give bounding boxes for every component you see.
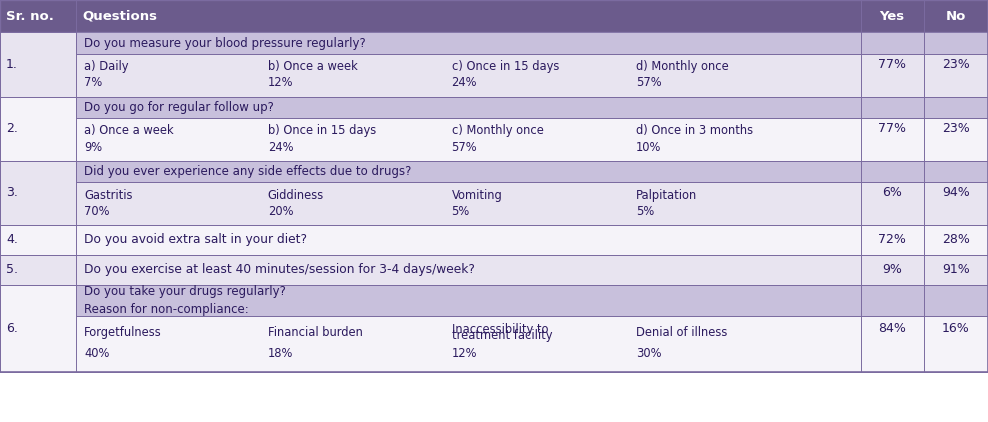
Text: 94%: 94% bbox=[942, 187, 970, 199]
Text: Giddiness: Giddiness bbox=[268, 189, 324, 202]
Bar bbox=[0, 0, 988, 32]
Bar bbox=[0, 255, 988, 285]
Bar bbox=[0, 0, 988, 372]
Text: Palpitation: Palpitation bbox=[636, 189, 698, 202]
Text: Questions: Questions bbox=[82, 10, 157, 23]
Text: Do you exercise at least 40 minutes/session for 3-4 days/week?: Do you exercise at least 40 minutes/sess… bbox=[84, 263, 475, 276]
Text: a) Daily: a) Daily bbox=[84, 60, 128, 73]
Text: Do you go for regular follow up?: Do you go for regular follow up? bbox=[84, 101, 274, 114]
Text: 30%: 30% bbox=[636, 347, 662, 360]
Text: d) Monthly once: d) Monthly once bbox=[636, 60, 729, 73]
Text: 12%: 12% bbox=[268, 76, 293, 89]
Text: a) Once a week: a) Once a week bbox=[84, 124, 174, 138]
Text: treatment facility: treatment facility bbox=[452, 330, 552, 342]
Text: 9%: 9% bbox=[882, 263, 902, 276]
Text: Sr. no.: Sr. no. bbox=[6, 10, 53, 23]
Bar bbox=[76, 161, 988, 182]
Text: Did you ever experience any side effects due to drugs?: Did you ever experience any side effects… bbox=[84, 165, 411, 178]
Text: Inaccessibility to: Inaccessibility to bbox=[452, 323, 548, 335]
Text: Reason for non-compliance:: Reason for non-compliance: bbox=[84, 303, 249, 316]
Bar bbox=[0, 32, 988, 97]
Text: 40%: 40% bbox=[84, 347, 110, 360]
Text: Do you take your drugs regularly?: Do you take your drugs regularly? bbox=[84, 284, 286, 298]
Text: 23%: 23% bbox=[942, 122, 970, 135]
Bar bbox=[76, 285, 988, 316]
Text: 20%: 20% bbox=[268, 205, 293, 218]
Text: Gastritis: Gastritis bbox=[84, 189, 132, 202]
Text: 16%: 16% bbox=[942, 322, 970, 335]
Text: 10%: 10% bbox=[636, 141, 662, 154]
Text: 3.: 3. bbox=[6, 187, 18, 199]
Text: 77%: 77% bbox=[878, 58, 906, 71]
Text: 72%: 72% bbox=[878, 233, 906, 246]
Bar bbox=[0, 225, 988, 255]
Text: c) Monthly once: c) Monthly once bbox=[452, 124, 543, 138]
Text: 1.: 1. bbox=[6, 58, 18, 71]
Text: 9%: 9% bbox=[84, 141, 102, 154]
Text: 5%: 5% bbox=[452, 205, 469, 218]
Text: b) Once in 15 days: b) Once in 15 days bbox=[268, 124, 376, 138]
Text: d) Once in 3 months: d) Once in 3 months bbox=[636, 124, 754, 138]
Text: No: No bbox=[946, 10, 966, 23]
Text: Vomiting: Vomiting bbox=[452, 189, 502, 202]
Text: c) Once in 15 days: c) Once in 15 days bbox=[452, 60, 559, 73]
Text: Yes: Yes bbox=[879, 10, 905, 23]
Text: Do you avoid extra salt in your diet?: Do you avoid extra salt in your diet? bbox=[84, 233, 307, 246]
Bar bbox=[0, 285, 988, 372]
Text: 23%: 23% bbox=[942, 58, 970, 71]
Text: 84%: 84% bbox=[878, 322, 906, 335]
Text: 91%: 91% bbox=[942, 263, 970, 276]
Text: 5.: 5. bbox=[6, 263, 18, 276]
Text: 77%: 77% bbox=[878, 122, 906, 135]
Text: 24%: 24% bbox=[268, 141, 293, 154]
Text: 70%: 70% bbox=[84, 205, 110, 218]
Text: b) Once a week: b) Once a week bbox=[268, 60, 358, 73]
Text: 18%: 18% bbox=[268, 347, 293, 360]
Bar bbox=[0, 161, 988, 225]
Bar bbox=[76, 97, 988, 118]
Text: 6%: 6% bbox=[882, 187, 902, 199]
Text: Forgetfulness: Forgetfulness bbox=[84, 326, 162, 339]
Text: 5%: 5% bbox=[636, 205, 654, 218]
Bar bbox=[0, 97, 988, 161]
Text: 57%: 57% bbox=[452, 141, 477, 154]
Text: 28%: 28% bbox=[942, 233, 970, 246]
Text: Financial burden: Financial burden bbox=[268, 326, 363, 339]
Text: 2.: 2. bbox=[6, 122, 18, 135]
Text: 6.: 6. bbox=[6, 322, 18, 335]
Text: Denial of illness: Denial of illness bbox=[636, 326, 727, 339]
Text: 7%: 7% bbox=[84, 76, 102, 89]
Bar bbox=[76, 32, 988, 54]
Text: 4.: 4. bbox=[6, 233, 18, 246]
Text: 57%: 57% bbox=[636, 76, 662, 89]
Text: Do you measure your blood pressure regularly?: Do you measure your blood pressure regul… bbox=[84, 37, 366, 50]
Text: 24%: 24% bbox=[452, 76, 477, 89]
Text: 12%: 12% bbox=[452, 347, 477, 360]
